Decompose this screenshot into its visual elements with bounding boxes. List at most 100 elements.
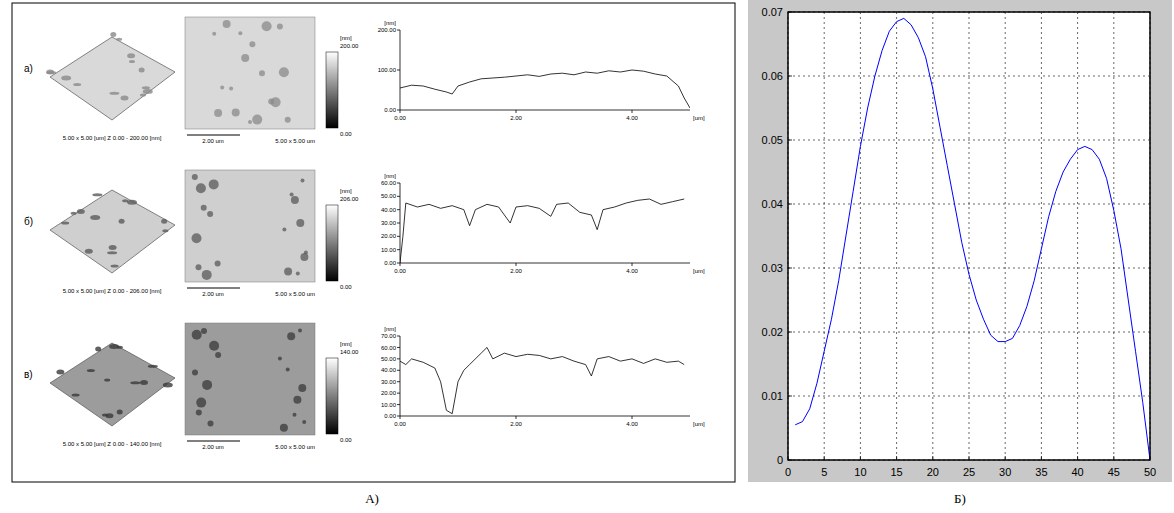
afm-feature — [208, 421, 214, 427]
afm-feature — [95, 347, 101, 352]
plot-area — [400, 30, 690, 110]
tick — [397, 347, 400, 348]
grid-line — [1077, 12, 1078, 460]
tick-label: 0.03 — [762, 262, 783, 274]
scalebar — [187, 135, 240, 136]
tick-label: 0.02 — [762, 326, 783, 338]
x-axis — [400, 416, 690, 417]
afm-feature — [130, 381, 140, 384]
colorbar-label: 0.00 — [340, 131, 352, 137]
tick-label: 4.00 — [626, 268, 638, 274]
tick — [1041, 456, 1042, 460]
afm-feature — [46, 70, 54, 75]
grid-line — [788, 76, 1150, 77]
colorbar-label: 0.00 — [340, 437, 352, 443]
tick-label: 40.00 — [381, 207, 397, 213]
tick-label: 0 — [785, 466, 791, 478]
tick-label: 4.00 — [626, 421, 638, 427]
afm-feature — [232, 109, 240, 117]
tick — [516, 416, 517, 419]
afm-feature — [92, 193, 102, 196]
afm-feature — [271, 97, 281, 107]
afm-2d-image — [185, 170, 315, 282]
tick-label: 5 — [821, 466, 827, 478]
tick — [397, 196, 400, 197]
afm-feature — [207, 211, 213, 217]
scalebar-label: 2.00 um — [202, 138, 224, 144]
afm-feature — [286, 368, 290, 372]
tick-label: 4.00 — [626, 115, 638, 121]
tick — [932, 456, 933, 460]
afm-feature — [220, 86, 224, 90]
colorbar-unit: [nm] — [340, 35, 352, 41]
caption: 5.00 x 5.00 um — [275, 444, 315, 450]
caption: 5.00 x 5.00 [um] Z 0.00 - 206.00 [nm] — [63, 288, 162, 294]
afm-feature — [290, 193, 294, 197]
afm-feature — [249, 41, 255, 47]
afm-feature — [56, 370, 64, 375]
tick-label: 2.00 — [510, 115, 522, 121]
tick-label: 0.00 — [384, 260, 396, 266]
afm-feature — [215, 260, 221, 266]
afm-feature — [61, 76, 71, 81]
afm-feature — [109, 344, 119, 349]
chart: 0.0010.0020.0030.0040.0050.0060.000.002.… — [381, 173, 705, 274]
afm-feature — [280, 424, 288, 432]
afm-feature — [301, 178, 305, 182]
tick — [397, 249, 400, 250]
afm-feature — [102, 413, 108, 416]
panel-b-background — [748, 0, 1172, 482]
afm-feature — [129, 60, 135, 63]
data-group — [400, 347, 684, 413]
afm-feature — [143, 89, 153, 94]
caption: 5.00 x 5.00 [um] Z 0.00 - 140.00 [nm] — [63, 441, 162, 447]
colorbar-label: 200.00 — [340, 43, 359, 49]
afm-feature — [287, 332, 295, 340]
afm-feature — [252, 115, 262, 125]
grid-line — [896, 12, 897, 460]
afm-feature — [282, 228, 286, 232]
afm-feature — [229, 87, 233, 91]
afm-feature — [202, 380, 212, 390]
tick-label: 0.00 — [384, 413, 396, 419]
afm-feature — [192, 330, 202, 340]
tick — [400, 416, 401, 419]
afm-feature — [278, 357, 282, 361]
afm-feature — [119, 219, 125, 224]
grid-line — [788, 396, 1150, 397]
scalebar-label: 2.00 um — [202, 444, 224, 450]
caption: 5.00 x 5.00 um — [275, 291, 315, 297]
grid-line — [788, 140, 1150, 141]
y-axis — [400, 336, 401, 416]
afm-feature — [259, 70, 265, 76]
afm-feature — [196, 398, 206, 408]
afm-feature — [116, 38, 122, 41]
tick-label: 0.05 — [762, 134, 783, 146]
afm-feature — [285, 117, 291, 123]
afm-feature — [214, 109, 222, 117]
tick-label: 0.06 — [762, 70, 783, 82]
tick-label: 200.00 — [378, 27, 397, 33]
afm-feature — [209, 341, 219, 351]
afm-3d-image — [50, 190, 175, 273]
afm-feature — [223, 20, 231, 28]
afm-2d-image — [185, 323, 315, 435]
tick — [896, 456, 897, 460]
tick-label: 0.00 — [394, 268, 406, 274]
afm-feature — [201, 328, 207, 334]
afm-feature — [162, 229, 168, 232]
afm-feature — [87, 369, 95, 372]
tick — [397, 263, 400, 264]
afm-feature — [117, 409, 123, 414]
afm-feature — [85, 249, 93, 254]
data-group — [400, 70, 690, 108]
afm-feature — [73, 83, 81, 86]
panel-label: Б) — [954, 491, 966, 506]
tick — [516, 110, 517, 113]
tick-label: 0.07 — [762, 6, 783, 18]
tick-label: 0.00 — [394, 115, 406, 121]
tick-label: 100.00 — [378, 67, 397, 73]
tick-label: 30 — [999, 466, 1011, 478]
tick — [860, 456, 861, 460]
tick — [397, 370, 400, 371]
